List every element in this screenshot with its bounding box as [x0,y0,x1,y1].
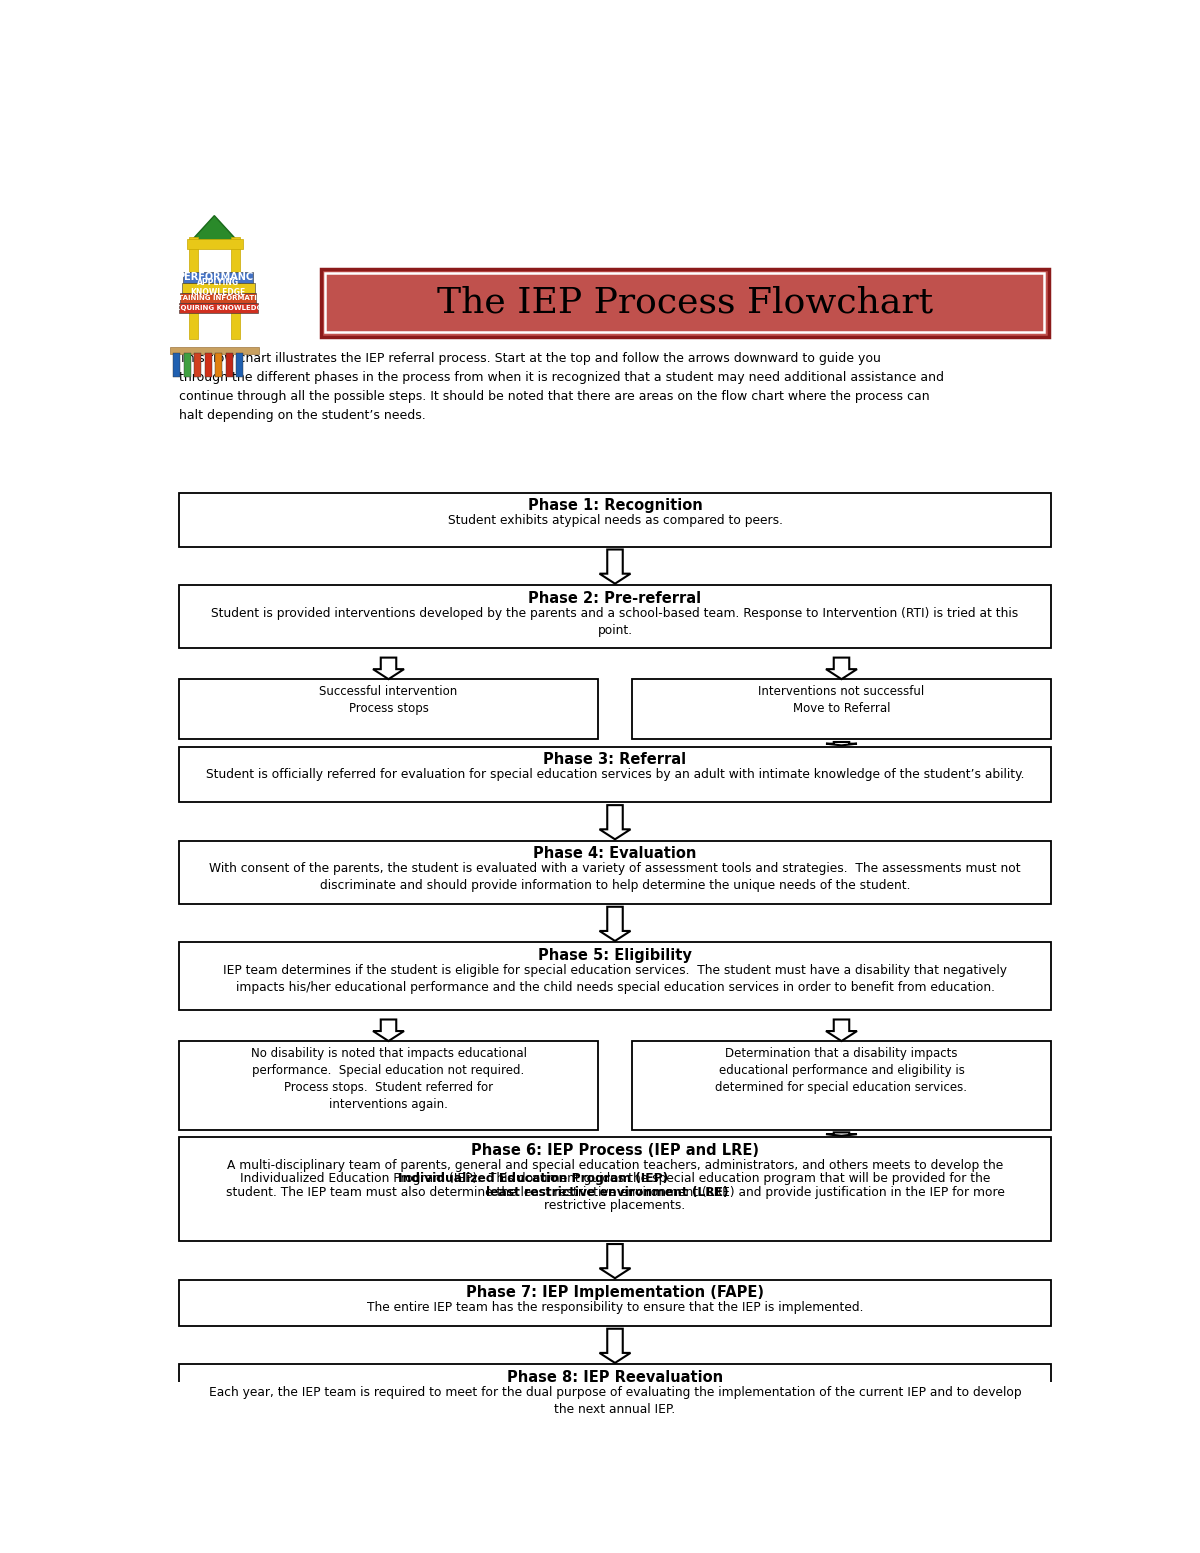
FancyBboxPatch shape [236,353,242,377]
Polygon shape [373,1019,404,1041]
Text: Student is provided interventions developed by the parents and a school-based te: Student is provided interventions develo… [211,607,1019,637]
FancyBboxPatch shape [180,1280,1050,1326]
Text: Phase 3: Referral: Phase 3: Referral [544,752,686,767]
FancyBboxPatch shape [180,585,1050,648]
Text: Phase 4: Evaluation: Phase 4: Evaluation [533,846,697,862]
Text: Student exhibits atypical needs as compared to peers.: Student exhibits atypical needs as compa… [448,514,782,528]
Polygon shape [826,657,857,679]
FancyBboxPatch shape [632,1041,1050,1129]
Text: Phase 8: IEP Reevaluation: Phase 8: IEP Reevaluation [506,1370,724,1385]
FancyBboxPatch shape [173,353,180,377]
Text: Phase 2: Pre-referral: Phase 2: Pre-referral [528,590,702,606]
Polygon shape [600,1244,630,1278]
Text: Phase 1: Recognition: Phase 1: Recognition [528,499,702,512]
Polygon shape [600,550,630,584]
Text: IEP team determines if the student is eligible for special education services.  : IEP team determines if the student is el… [223,964,1007,994]
FancyBboxPatch shape [179,303,258,312]
Text: restrictive placements.: restrictive placements. [545,1199,685,1213]
Polygon shape [826,1132,857,1135]
FancyBboxPatch shape [180,492,1050,547]
Text: APPLYING
KNOWLEDGE: APPLYING KNOWLEDGE [191,278,246,297]
Polygon shape [600,907,630,941]
Text: Phase 5: Eligibility: Phase 5: Eligibility [538,947,692,963]
FancyBboxPatch shape [180,1137,1050,1241]
FancyBboxPatch shape [320,269,1049,337]
FancyBboxPatch shape [180,747,1050,803]
Text: Each year, the IEP team is required to meet for the dual purpose of evaluating t: Each year, the IEP team is required to m… [209,1385,1021,1416]
Polygon shape [826,742,857,745]
Text: No disability is noted that impacts educational
performance.  Special education : No disability is noted that impacts educ… [251,1047,527,1112]
FancyBboxPatch shape [180,292,256,303]
FancyBboxPatch shape [205,353,211,377]
Polygon shape [191,216,238,241]
Polygon shape [826,1019,857,1041]
FancyBboxPatch shape [215,353,222,377]
FancyBboxPatch shape [180,840,1050,904]
FancyBboxPatch shape [194,353,202,377]
Text: The IEP Process Flowchart: The IEP Process Flowchart [437,286,932,320]
Text: Interventions not successful
Move to Referral: Interventions not successful Move to Ref… [758,685,925,716]
Text: Individualized Education Program (IEP).  This document guides the special educat: Individualized Education Program (IEP). … [240,1173,990,1185]
Text: RETAINING INFORMATION: RETAINING INFORMATION [168,295,269,301]
Polygon shape [373,657,404,679]
FancyBboxPatch shape [226,353,233,377]
Text: least restrictive environment (LRE): least restrictive environment (LRE) [486,1186,728,1199]
Text: With consent of the parents, the student is evaluated with a variety of assessme: With consent of the parents, the student… [209,862,1021,893]
Text: Student is officially referred for evaluation for special education services by : Student is officially referred for evalu… [205,769,1025,781]
Text: student. The IEP team must also determine the least restrictive environment (LRE: student. The IEP team must also determin… [226,1186,1004,1199]
FancyBboxPatch shape [184,353,191,377]
FancyBboxPatch shape [184,272,253,283]
Text: This flow chart illustrates the IEP referral process. Start at the top and follo: This flow chart illustrates the IEP refe… [180,353,944,422]
FancyBboxPatch shape [230,238,240,339]
FancyBboxPatch shape [180,679,598,739]
Text: Individualized Education Program (IEP): Individualized Education Program (IEP) [398,1173,668,1185]
FancyBboxPatch shape [170,346,259,354]
FancyBboxPatch shape [187,239,242,248]
Polygon shape [600,1329,630,1364]
FancyBboxPatch shape [632,679,1050,739]
Text: Determination that a disability impacts
educational performance and eligibility : Determination that a disability impacts … [715,1047,967,1095]
Text: PERFORMANCE: PERFORMANCE [176,272,259,283]
Text: ACQUIRING KNOWLEDGE: ACQUIRING KNOWLEDGE [169,304,266,311]
FancyBboxPatch shape [181,283,254,292]
Text: Phase 6: IEP Process (IEP and LRE): Phase 6: IEP Process (IEP and LRE) [470,1143,760,1157]
Text: Successful intervention
Process stops: Successful intervention Process stops [319,685,457,716]
Text: The entire IEP team has the responsibility to ensure that the IEP is implemented: The entire IEP team has the responsibili… [367,1301,863,1314]
Polygon shape [600,804,630,839]
FancyBboxPatch shape [180,943,1050,1011]
FancyBboxPatch shape [188,238,198,339]
Text: Phase 7: IEP Implementation (FAPE): Phase 7: IEP Implementation (FAPE) [466,1286,764,1300]
FancyBboxPatch shape [180,1041,598,1129]
FancyBboxPatch shape [180,1365,1050,1426]
Text: A multi-disciplinary team of parents, general and special education teachers, ad: A multi-disciplinary team of parents, ge… [227,1159,1003,1173]
